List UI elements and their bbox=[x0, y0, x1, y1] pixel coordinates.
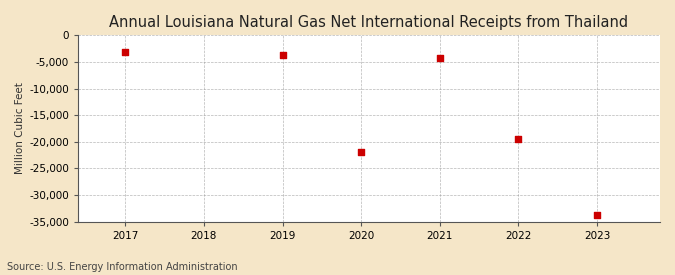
Y-axis label: Million Cubic Feet: Million Cubic Feet bbox=[15, 82, 25, 174]
Point bbox=[356, 150, 367, 155]
Point bbox=[277, 53, 288, 57]
Point bbox=[513, 137, 524, 141]
Point bbox=[120, 50, 131, 54]
Point bbox=[592, 213, 603, 218]
Point bbox=[435, 56, 446, 60]
Title: Annual Louisiana Natural Gas Net International Receipts from Thailand: Annual Louisiana Natural Gas Net Interna… bbox=[109, 15, 628, 30]
Text: Source: U.S. Energy Information Administration: Source: U.S. Energy Information Administ… bbox=[7, 262, 238, 272]
